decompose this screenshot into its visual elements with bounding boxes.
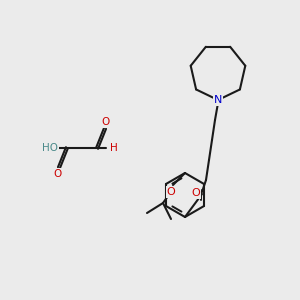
Text: O: O <box>54 169 62 179</box>
Text: H: H <box>110 143 118 153</box>
Text: O: O <box>192 188 200 198</box>
Text: N: N <box>214 95 222 105</box>
Text: O: O <box>102 117 110 127</box>
Text: HO: HO <box>42 143 58 153</box>
Text: O: O <box>167 187 176 197</box>
